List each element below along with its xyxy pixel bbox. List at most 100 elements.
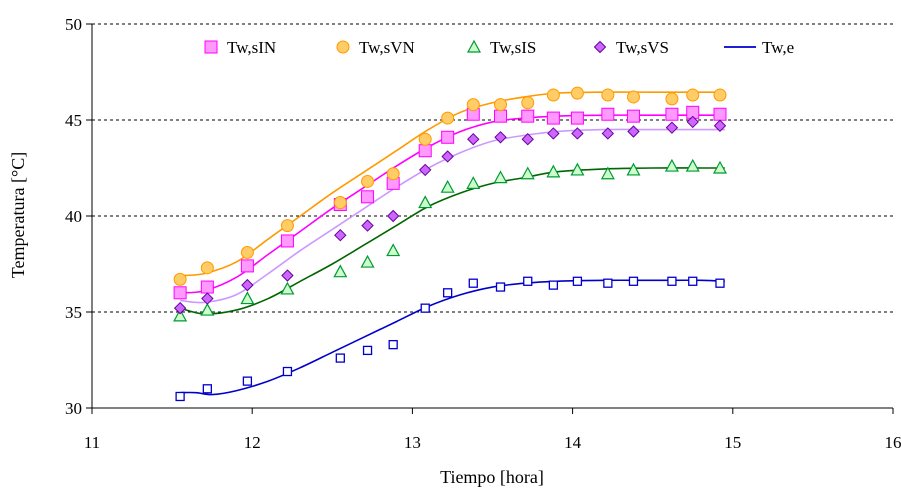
data-point: [333, 196, 347, 210]
series-markers: [173, 158, 727, 322]
series-markers: [173, 115, 727, 315]
data-point: [386, 167, 400, 181]
data-point: [241, 278, 254, 292]
y-axis-label: Temperatura [°C]: [8, 152, 28, 278]
data-point: [440, 179, 455, 193]
data-point: [418, 195, 433, 209]
data-point: [280, 281, 295, 295]
data-point: [688, 276, 698, 286]
data-point: [521, 96, 535, 110]
data-point: [240, 245, 254, 259]
fit-line: [180, 91, 725, 277]
data-point: [173, 272, 187, 286]
data-point: [360, 254, 375, 268]
legend-swatch: [466, 39, 482, 53]
legend-swatch: [204, 40, 218, 54]
data-point: [601, 88, 615, 102]
data-point: [713, 88, 727, 102]
data-point: [442, 288, 453, 298]
data-point: [468, 278, 478, 288]
data-point: [361, 190, 375, 204]
data-point: [570, 86, 584, 100]
data-point: [418, 132, 432, 146]
data-point: [200, 302, 215, 316]
data-point: [685, 158, 700, 172]
data-point: [600, 166, 615, 180]
data-point: [419, 163, 432, 177]
markers: [173, 86, 727, 402]
data-point: [686, 115, 699, 129]
data-point: [494, 131, 507, 144]
y-tick-label: 35: [65, 303, 82, 322]
data-point: [467, 132, 480, 146]
x-axis-label: Tiempo [hora]: [440, 467, 544, 487]
data-point: [547, 127, 560, 140]
series-markers: [175, 276, 725, 402]
data-point: [386, 209, 400, 223]
data-point: [546, 164, 561, 178]
data-point: [280, 234, 294, 248]
data-point: [173, 286, 187, 300]
x-tick-label: 11: [84, 433, 100, 452]
data-point: [548, 280, 559, 290]
y-tick-label: 30: [65, 399, 82, 418]
data-point: [441, 111, 455, 125]
data-point: [603, 278, 613, 288]
data-point: [335, 353, 345, 363]
data-point: [418, 144, 432, 158]
y-tick-label: 50: [65, 15, 82, 34]
y-ticks: 30 35 40 45 50: [65, 15, 92, 418]
data-point: [173, 308, 188, 322]
data-point: [173, 301, 187, 315]
legend-label: Tw,sIS: [490, 38, 536, 57]
y-tick-label: 45: [65, 111, 82, 130]
data-point: [282, 366, 293, 377]
data-point: [240, 259, 254, 273]
data-point: [441, 130, 455, 144]
data-point: [713, 119, 727, 132]
data-point: [521, 109, 535, 123]
data-point: [570, 162, 585, 176]
data-point: [333, 264, 348, 278]
data-point: [665, 92, 679, 106]
x-tick-label: 15: [724, 433, 741, 452]
data-point: [420, 303, 430, 313]
data-point: [665, 107, 679, 121]
data-point: [281, 269, 294, 282]
x-tick-label: 14: [564, 433, 582, 452]
series-markers: [173, 105, 727, 300]
x-tick-label: 16: [885, 433, 901, 452]
data-point: [386, 243, 401, 257]
data-point: [667, 276, 677, 286]
data-point: [200, 280, 214, 294]
legend: Tw,sIN Tw,sVN Tw,sIS Tw,sVS Tw,e: [204, 38, 794, 57]
data-point: [494, 98, 508, 112]
data-point: [334, 228, 347, 242]
data-point: [626, 109, 640, 123]
data-point: [628, 276, 639, 286]
legend-label: Tw,sVS: [616, 38, 669, 57]
data-point: [493, 170, 508, 184]
data-point: [665, 121, 679, 134]
data-point: [715, 278, 725, 288]
data-point: [361, 219, 374, 232]
data-point: [362, 345, 373, 356]
data-point: [441, 150, 454, 163]
data-point: [712, 160, 727, 174]
legend-swatch: [593, 40, 607, 54]
data-point: [572, 276, 583, 286]
data-point: [494, 109, 508, 123]
data-point: [627, 125, 640, 138]
data-point: [713, 107, 727, 121]
data-point: [495, 282, 506, 292]
data-point: [601, 127, 615, 140]
data-point: [388, 339, 398, 350]
y-tick-label: 40: [65, 207, 82, 226]
data-point: [201, 292, 214, 305]
data-point: [175, 391, 185, 402]
data-point: [571, 127, 584, 140]
data-point: [242, 376, 253, 386]
data-point: [546, 111, 560, 125]
